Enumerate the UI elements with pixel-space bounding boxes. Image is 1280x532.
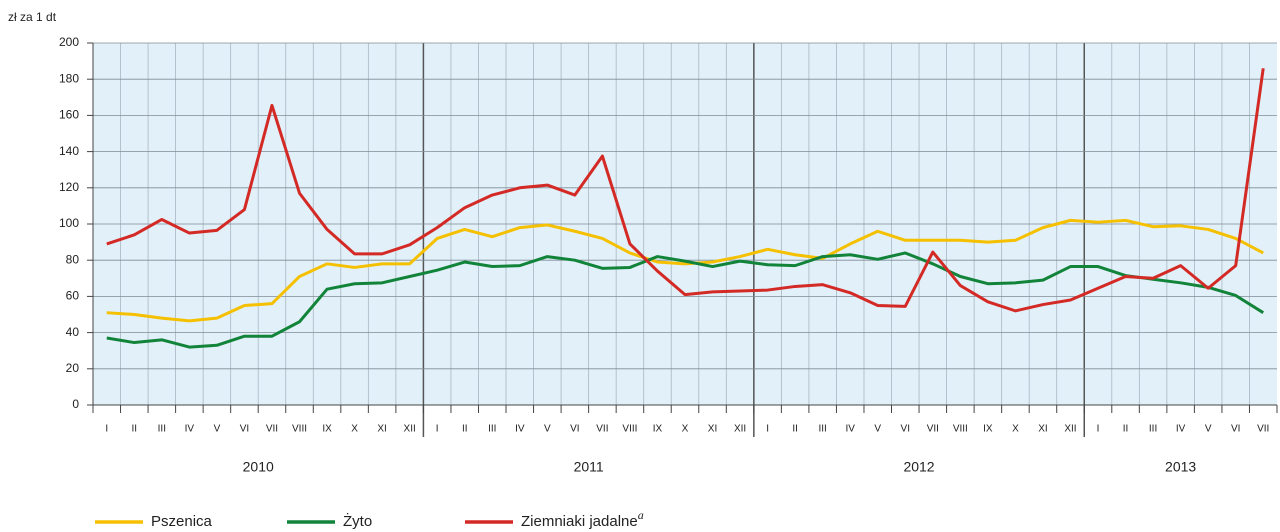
x-tick-label: X (351, 424, 358, 435)
y-tick-label: 160 (59, 108, 79, 122)
x-tick-label: I (766, 424, 769, 435)
x-tick-label: XII (734, 424, 746, 435)
x-tick-label: III (158, 424, 166, 435)
x-tick-label: VII (266, 424, 278, 435)
y-tick-label: 20 (66, 361, 80, 375)
x-tick-label: VIII (622, 424, 637, 435)
x-tick-label: VI (570, 424, 579, 435)
x-tick-label: VI (240, 424, 249, 435)
x-tick-label: XI (1038, 424, 1047, 435)
y-tick-label: 120 (59, 180, 79, 194)
x-tick-label: XII (404, 424, 416, 435)
x-tick-label: XI (708, 424, 717, 435)
x-tick-label: II (462, 424, 468, 435)
x-tick-label: XI (377, 424, 386, 435)
y-tick-label: 200 (59, 35, 79, 49)
y-tick-label: 140 (59, 144, 79, 158)
year-label: 2010 (243, 459, 274, 475)
y-tick-label: 80 (66, 252, 80, 266)
year-label: 2013 (1165, 459, 1196, 475)
x-tick-label: IX (322, 424, 332, 435)
y-tick-label: 180 (59, 71, 79, 85)
x-tick-label: III (1149, 424, 1157, 435)
y-tick-label: 100 (59, 216, 79, 230)
x-tick-label: II (792, 424, 798, 435)
x-tick-label: IV (845, 424, 855, 435)
legend-name: Ziemniaki jadalne (521, 513, 638, 530)
x-tick-label: IV (1176, 424, 1186, 435)
x-tick-label: V (1205, 424, 1212, 435)
legend-label: Żyto (343, 512, 372, 530)
x-tick-label: I (1097, 424, 1100, 435)
x-tick-label: VI (1231, 424, 1240, 435)
line-series (106, 68, 1265, 313)
x-tick-label: VII (596, 424, 608, 435)
x-tick-label: X (1012, 424, 1019, 435)
x-tick-label: III (488, 424, 496, 435)
x-tick-label: IX (983, 424, 993, 435)
legend-name: Żyto (343, 512, 372, 530)
x-tick-label: II (1123, 424, 1129, 435)
line-series (106, 218, 1264, 323)
x-tick-label: X (682, 424, 689, 435)
x-tick-label: III (819, 424, 827, 435)
year-label: 2012 (903, 459, 934, 475)
y-axis-label: zł za 1 dt (8, 10, 57, 24)
legend-label: Pszenica (151, 513, 213, 530)
x-tick-label: I (105, 424, 108, 435)
x-tick-label: IV (185, 424, 195, 435)
y-tick-label: 40 (66, 325, 80, 339)
x-tick-label: VII (1257, 424, 1269, 435)
x-tick-label: XII (1064, 424, 1076, 435)
x-tick-label: I (436, 424, 439, 435)
x-tick-label: V (874, 424, 881, 435)
x-tick-label: VIII (953, 424, 968, 435)
x-tick-label: IV (515, 424, 525, 435)
legend-label: Ziemniaki jadalnea (521, 508, 644, 530)
legend-name: Pszenica (151, 513, 213, 530)
year-label: 2011 (574, 459, 604, 475)
x-tick-label: V (544, 424, 551, 435)
y-tick-label: 0 (72, 397, 79, 411)
y-tick-label: 60 (66, 289, 80, 303)
x-tick-label: V (214, 424, 221, 435)
x-tick-label: VII (927, 424, 939, 435)
x-tick-label: VI (901, 424, 910, 435)
x-tick-label: IX (653, 424, 663, 435)
x-tick-label: II (132, 424, 138, 435)
legend-note: a (638, 508, 644, 522)
line-series (106, 251, 1265, 349)
x-tick-label: VIII (292, 424, 307, 435)
